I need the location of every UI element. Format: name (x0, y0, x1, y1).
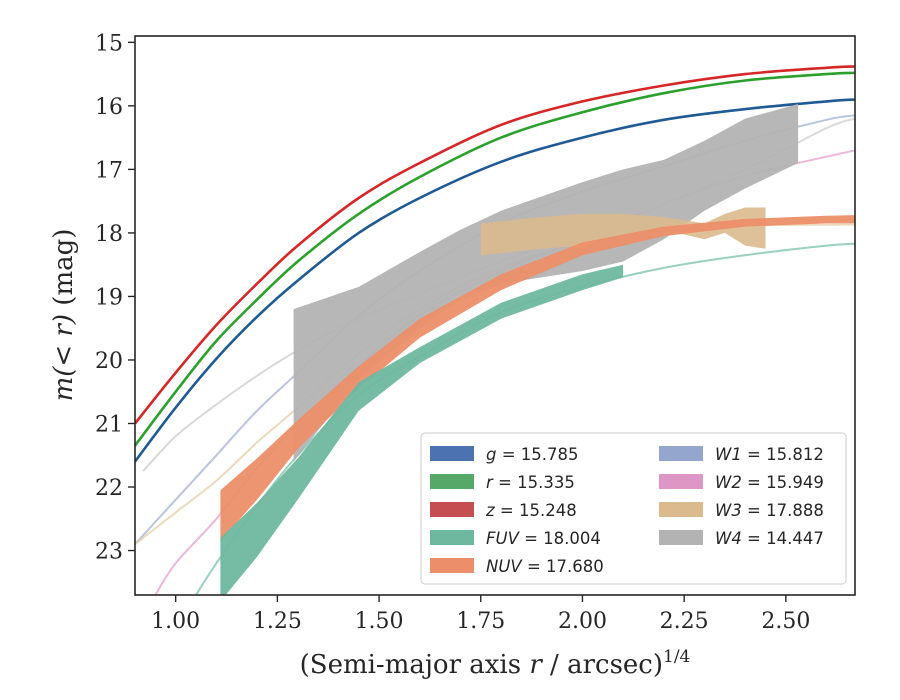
x-tick-label: 2.25 (660, 609, 709, 634)
y-tick-label: 23 (95, 540, 123, 565)
x-axis-ticks: 1.00 1.25 1.50 1.75 2.00 2.25 2.50 (151, 595, 810, 634)
model-curve-r (135, 71, 855, 447)
y-axis-ticks: 15 16 17 18 19 20 21 22 23 (95, 31, 135, 565)
model-curve-z (135, 65, 855, 425)
legend-swatch-z (430, 502, 474, 517)
y-tick-label: 20 (95, 349, 123, 374)
y-tick-label: 21 (95, 412, 123, 437)
data-band-w3 (480, 207, 766, 256)
legend-label-g: g = 15.785 (486, 445, 579, 464)
legend-swatch-w1 (659, 446, 703, 461)
legend-box (420, 432, 847, 585)
y-tick-label: 16 (95, 95, 123, 120)
x-axis-label: (Semi-major axis r / arcsec)1/4 (300, 647, 691, 680)
y-tick-label: 19 (95, 285, 123, 310)
x-tick-label: 1.25 (253, 609, 302, 634)
legend-label-w2: W2 = 15.949 (715, 473, 824, 492)
y-axis-label: m(< r) (mag) (49, 229, 79, 402)
legend-swatch-nuv (430, 558, 474, 573)
legend: g = 15.785 r = 15.335 z = 15.248 FUV = 18.0… (420, 432, 847, 585)
y-tick-label: 22 (95, 476, 123, 501)
legend-swatch-g (430, 446, 474, 461)
x-tick-label: 2.50 (761, 609, 810, 634)
y-tick-label: 17 (95, 158, 123, 183)
legend-label-z: z = 15.248 (485, 501, 577, 520)
legend-swatch-r (430, 474, 474, 489)
plot-frame (134, 35, 856, 596)
data-band-nuv (220, 215, 855, 541)
data-band-w4 (293, 104, 799, 462)
legend-label-w4: W4 = 14.447 (715, 529, 824, 548)
legend-swatch-fuv (430, 530, 474, 545)
legend-entries: g = 15.785 r = 15.335 z = 15.248 FUV = 18.0… (430, 445, 824, 576)
legend-label-r: r = 15.335 (486, 473, 575, 492)
legend-label-w1: W1 = 15.812 (715, 445, 824, 464)
y-tick-label: 18 (95, 222, 123, 247)
legend-swatch-w4 (659, 530, 703, 545)
y-tick-label: 15 (95, 31, 123, 56)
legend-label-fuv: FUV = 18.004 (486, 529, 601, 548)
model-curve-g (135, 98, 855, 463)
legend-swatch-w2 (659, 474, 703, 489)
legend-label-w3: W3 = 17.888 (715, 501, 824, 520)
data-bands-layer (220, 104, 855, 595)
x-tick-label: 2.00 (558, 609, 607, 634)
legend-label-nuv: NUV = 17.680 (486, 557, 604, 576)
x-tick-label: 1.75 (456, 609, 505, 634)
x-tick-label: 1.50 (355, 609, 404, 634)
legend-swatch-w3 (659, 502, 703, 517)
x-tick-label: 1.00 (151, 609, 200, 634)
